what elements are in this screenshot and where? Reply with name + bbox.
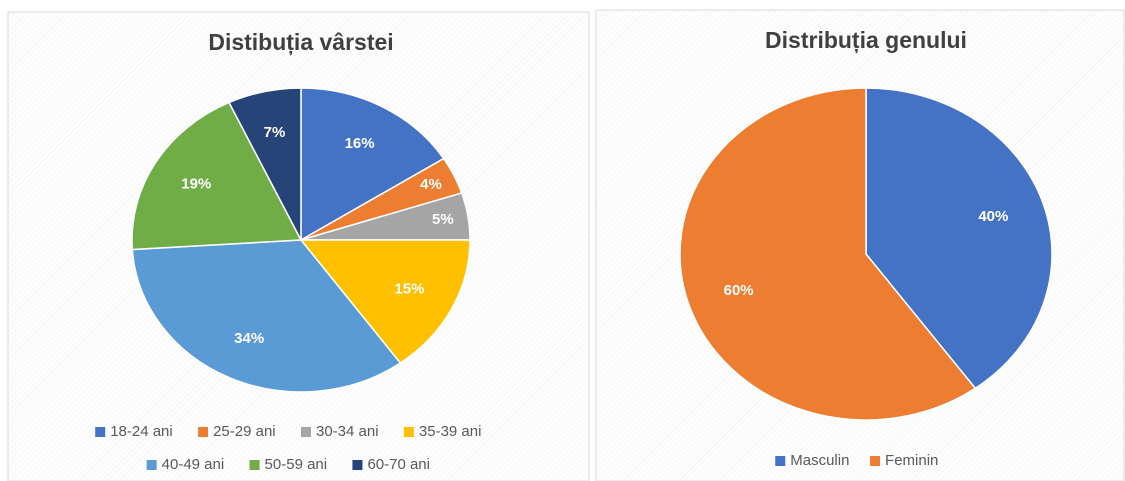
- legend-swatch: [146, 460, 157, 470]
- chart-title: Distribuția genului: [765, 27, 967, 54]
- data-label: 15%: [394, 281, 424, 298]
- data-label: 5%: [432, 211, 454, 228]
- legend-label: 60-70 ani: [367, 456, 430, 473]
- pie-slice: [300, 87, 445, 242]
- legend-swatch: [95, 427, 106, 437]
- legend-label: Masculin: [790, 452, 849, 469]
- legend-swatch: [301, 427, 311, 437]
- data-label: 40%: [978, 208, 1008, 225]
- pie-slice: [679, 87, 977, 421]
- legend-swatch: [403, 427, 414, 437]
- legend-label: 30-34 ani: [316, 423, 379, 440]
- data-label: 4%: [420, 176, 442, 193]
- pie-slice: [299, 239, 471, 364]
- pie-slice: [865, 87, 1053, 390]
- legend-swatch: [352, 460, 363, 470]
- legend-label: Feminin: [885, 452, 938, 469]
- legend-label: 25-29 ani: [213, 423, 276, 440]
- data-label: 60%: [724, 282, 754, 299]
- data-label: 16%: [345, 135, 375, 152]
- legend-swatch: [870, 456, 881, 466]
- legend-label: 18-24 ani: [110, 423, 173, 440]
- data-label: 34%: [234, 330, 264, 347]
- legend-swatch: [775, 456, 786, 466]
- legend-swatch: [198, 427, 209, 437]
- data-label: 7%: [264, 124, 286, 141]
- data-label: 19%: [181, 175, 211, 192]
- pie-slice: [131, 239, 402, 393]
- chart-title: Distibuția vârstei: [208, 29, 393, 56]
- legend-label: 50-59 ani: [265, 456, 328, 473]
- legend-swatch: [249, 460, 260, 470]
- pie-slice: [131, 101, 303, 251]
- legend-label: 35-39 ani: [419, 423, 482, 440]
- pie-slice: [228, 87, 302, 241]
- legend-label: 40-49 ani: [162, 456, 225, 473]
